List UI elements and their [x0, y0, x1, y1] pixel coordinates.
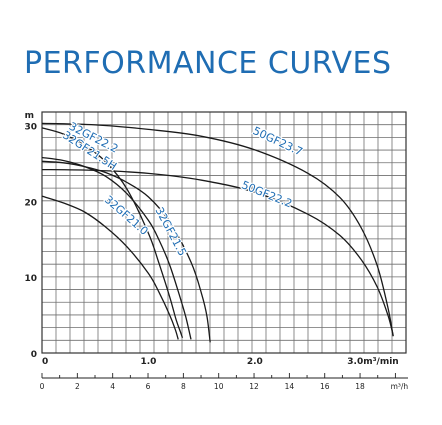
x-tick-label: 0 — [42, 357, 48, 367]
chart-grid — [42, 112, 406, 353]
curve-32gf21-5 — [41, 160, 211, 343]
x2-tick-label: 6 — [146, 382, 151, 391]
x2-tick-label: 0 — [40, 382, 45, 391]
x2-tick-label: 8 — [181, 382, 186, 391]
curve-labels: 32GF22.232GF21.5H32GF21.532GF21.050GF23.… — [59, 119, 305, 260]
curves — [41, 122, 394, 343]
curve-label: 50GF23.7 — [251, 124, 305, 158]
x2-tick-label: 10 — [214, 382, 224, 391]
y-axis-unit: m — [25, 111, 34, 121]
plot-border — [41, 111, 407, 354]
x2-axis: 0 2 4 6 8 10 12 14 16 18 m³/h — [40, 373, 409, 391]
y-tick-label: 30 — [24, 123, 37, 133]
x2-tick-label: 4 — [110, 382, 115, 391]
x2-tick-label: 14 — [285, 382, 295, 391]
curve-32gf21-5h — [41, 156, 192, 340]
plot-frame — [41, 111, 407, 354]
curve-32gf22-2 — [41, 127, 184, 339]
x-tick-label: 2.0 — [247, 357, 263, 367]
y-axis: m 0 10 20 30 — [24, 111, 37, 360]
curve-label: 50GF22.2 — [240, 178, 294, 210]
curve-50gf23-7 — [41, 122, 394, 337]
x2-tick-label: 18 — [355, 382, 365, 391]
curve-50gf22-2 — [41, 168, 394, 336]
curve-32gf21-0 — [41, 195, 179, 340]
x-tick-label: 1.0 — [140, 357, 156, 367]
x2-tick-label: 16 — [320, 382, 330, 391]
x2-tick-label: 12 — [249, 382, 259, 391]
x-axis: 0 1.0 2.0 3.0m³/min — [42, 357, 399, 367]
y-tick-label: 20 — [24, 198, 37, 208]
page-title: PERFORMANCE CURVES — [24, 46, 392, 81]
curve-label: 32GF21.5 — [152, 205, 189, 258]
y-tick-label: 0 — [31, 350, 37, 360]
y-tick-label: 10 — [24, 274, 37, 284]
x2-tick-label: 2 — [75, 382, 80, 391]
x2-tick-label: m³/h — [391, 382, 409, 391]
x-tick-label: 3.0m³/min — [347, 357, 398, 367]
